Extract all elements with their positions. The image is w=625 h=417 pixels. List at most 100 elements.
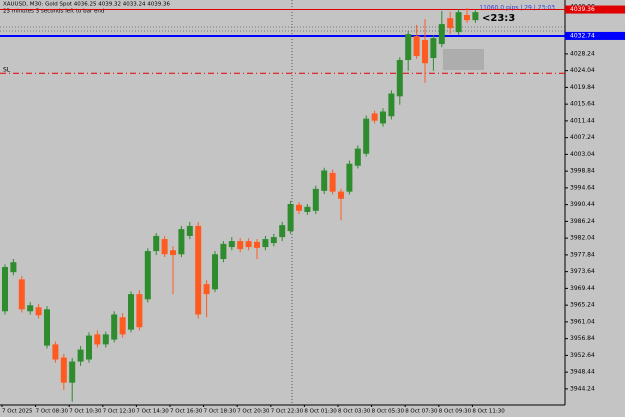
y-tick-label: 4011.44 (570, 117, 595, 124)
candle-body (279, 225, 286, 238)
candle-body (464, 14, 470, 21)
candle-body (296, 204, 302, 211)
candle-body (438, 24, 445, 45)
candle-body (354, 148, 361, 166)
x-tick-label: 7 Oct 08:30 (36, 409, 69, 415)
y-tick-label: 3990.44 (570, 201, 595, 208)
candle-body (363, 118, 370, 154)
price-label-box (565, 5, 625, 14)
shaded-box (443, 49, 484, 70)
x-tick-label: 8 Oct 11:30 (472, 409, 505, 415)
candle-body (346, 163, 353, 192)
candle-body (161, 239, 168, 255)
candle-body (220, 243, 227, 260)
x-tick-label: 7 Oct 14:30 (136, 409, 169, 415)
candle-body (186, 225, 193, 236)
candle-body (52, 344, 59, 360)
candle-body (119, 317, 126, 335)
candle-body (329, 172, 336, 192)
candle-body (111, 314, 118, 340)
candle-body (44, 309, 50, 346)
candle-body (10, 262, 17, 273)
candle-body (338, 191, 344, 199)
candle-body (153, 235, 160, 252)
y-tick-label: 4007.24 (570, 134, 595, 141)
candle-body (254, 241, 260, 248)
y-tick-label: 3956.84 (570, 335, 595, 342)
x-tick-label: 8 Oct 03:30 (338, 409, 371, 415)
candle-body (262, 239, 269, 248)
price-label: 4032.74 (570, 32, 595, 39)
price-label-box (565, 31, 625, 40)
candle-body (18, 279, 25, 310)
x-tick-label: 7 Oct 22:30 (271, 409, 304, 415)
candle-body (447, 18, 454, 29)
candle-body (287, 204, 294, 232)
y-tick-label: 3961.04 (570, 318, 595, 325)
x-tick-label: 8 Oct 09:30 (439, 409, 472, 415)
y-tick-label: 3969.44 (570, 285, 595, 292)
timer-text: <23:3 (482, 13, 515, 24)
y-tick-label: 3948.44 (570, 369, 595, 376)
y-tick-label: 3998.84 (570, 168, 595, 175)
candle-body (396, 60, 403, 97)
info-text: 11060.0 pips | 29 | 23:03 (479, 5, 555, 12)
candle-body (455, 12, 462, 33)
candle-body (27, 305, 34, 312)
candle-body (245, 241, 252, 248)
x-tick-label: 8 Oct 01:30 (304, 409, 337, 415)
x-tick-label: 7 Oct 16:30 (170, 409, 203, 415)
candle-body (128, 294, 134, 330)
price-label: 4039.36 (570, 6, 595, 13)
candle-body (380, 111, 386, 124)
candle-body (371, 113, 378, 121)
y-tick-label: 3977.84 (570, 251, 595, 258)
y-tick-label: 4015.64 (570, 101, 595, 108)
candle-body (388, 93, 395, 117)
y-tick-label: 3982.04 (570, 235, 595, 242)
x-tick-label: 8 Oct 05:30 (372, 409, 405, 415)
candle-body (94, 334, 101, 345)
y-tick-label: 4028.24 (570, 50, 595, 57)
x-tick-label: 7 Oct 2025 (2, 409, 33, 415)
y-tick-label: 4024.04 (570, 67, 595, 74)
candle-body (237, 241, 244, 250)
candle-body (195, 225, 202, 315)
x-tick-label: 7 Oct 12:30 (103, 409, 136, 415)
candle-body (2, 267, 8, 312)
candle-body (212, 254, 218, 290)
y-tick-label: 3952.64 (570, 352, 595, 359)
y-tick-label: 3986.24 (570, 218, 595, 225)
candle-body (430, 38, 437, 59)
y-tick-label: 3965.24 (570, 302, 595, 309)
y-tick-label: 4003.04 (570, 151, 595, 158)
candle-body (86, 335, 92, 360)
candle-body (405, 34, 412, 61)
candle-body (270, 237, 277, 244)
candle-body (304, 206, 311, 212)
chart-title: XAUUSD, M30: Gold Spot 4036.25 4039.32 4… (3, 2, 171, 8)
sl-label: SL (3, 67, 11, 74)
y-tick-label: 3944.24 (570, 385, 595, 392)
x-tick-label: 7 Oct 18:30 (204, 409, 237, 415)
y-tick-label: 3994.64 (570, 184, 595, 191)
candle-body (77, 349, 84, 362)
candle-body (228, 241, 235, 248)
chart-subtitle: 23 minutes 3 seconds left to bar end (3, 9, 104, 15)
candle-body (35, 307, 42, 316)
y-tick-label: 3973.64 (570, 268, 595, 275)
candle-body (102, 334, 109, 345)
x-tick-label: 7 Oct 10:30 (69, 409, 102, 415)
candle-body (321, 170, 328, 191)
x-tick-label: 7 Oct 20:30 (237, 409, 270, 415)
candle-body (203, 284, 210, 295)
candle-body (312, 188, 319, 211)
candle-body (178, 229, 185, 255)
candle-body (422, 40, 428, 64)
x-tick-label: 8 Oct 07:30 (405, 409, 438, 415)
candle-body (413, 36, 420, 57)
candle-body (472, 12, 479, 21)
candle-body (60, 357, 67, 383)
